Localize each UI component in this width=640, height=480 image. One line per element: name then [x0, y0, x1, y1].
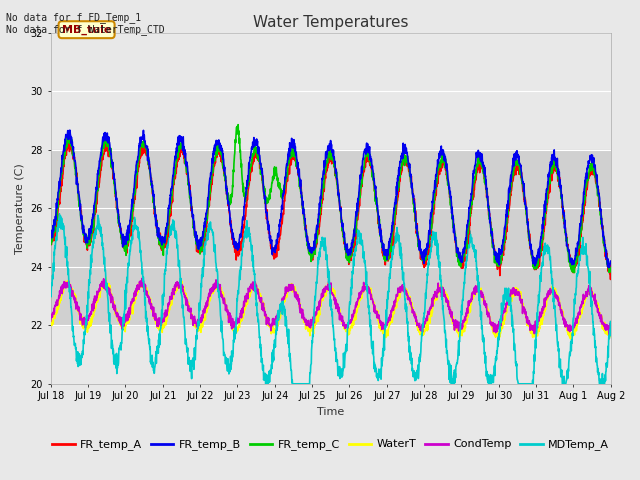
FR_temp_A [47, 241, 54, 247]
FR_temp_C [234, 122, 242, 128]
Line: FR_temp_A: FR_temp_A [51, 141, 611, 279]
MDTemp_A [56, 211, 63, 217]
Y-axis label: Temperature (C): Temperature (C) [15, 163, 25, 253]
WaterT [607, 330, 614, 336]
FR_temp_A [607, 262, 614, 268]
FR_temp_A [591, 173, 598, 179]
FR_temp_B [305, 245, 312, 251]
Line: WaterT: WaterT [51, 277, 611, 340]
FR_temp_A [76, 197, 83, 203]
FR_temp_C [305, 247, 312, 252]
FR_temp_B [47, 236, 54, 241]
CondTemp [488, 322, 496, 327]
FR_temp_A [591, 171, 598, 177]
WaterT [488, 324, 496, 330]
CondTemp [591, 295, 598, 301]
FR_temp_B [591, 164, 598, 170]
Line: FR_temp_C: FR_temp_C [51, 125, 611, 273]
Line: FR_temp_B: FR_temp_B [51, 130, 611, 267]
FR_temp_A [305, 246, 312, 252]
FR_temp_C [47, 235, 54, 241]
WaterT [591, 295, 599, 300]
WaterT [47, 321, 54, 326]
Title: Water Temperatures: Water Temperatures [253, 15, 408, 30]
CondTemp [319, 293, 327, 299]
CondTemp [305, 318, 312, 324]
FR_temp_C [591, 168, 598, 173]
MDTemp_A [488, 372, 496, 378]
MDTemp_A [76, 354, 83, 360]
WaterT [319, 293, 327, 299]
FR_temp_B [488, 229, 496, 235]
Bar [51, 150, 611, 325]
FR_temp_A [319, 186, 327, 192]
FR_temp_C [607, 266, 614, 272]
Line: MDTemp_A: MDTemp_A [51, 214, 611, 384]
CondTemp [607, 323, 614, 329]
WaterT [305, 324, 312, 330]
FR_temp_C [319, 181, 327, 187]
CondTemp [47, 318, 54, 324]
FR_temp_B [66, 127, 74, 133]
MDTemp_A [591, 338, 599, 344]
MDTemp_A [591, 344, 598, 350]
Text: MB_tule: MB_tule [62, 24, 111, 35]
FR_temp_A [607, 276, 614, 282]
CondTemp [591, 291, 598, 297]
FR_temp_B [319, 169, 327, 175]
WaterT [102, 275, 110, 280]
FR_temp_B [591, 162, 598, 168]
FR_temp_C [488, 237, 496, 242]
Line: CondTemp: CondTemp [51, 278, 611, 334]
X-axis label: Time: Time [317, 407, 344, 417]
MDTemp_A [305, 381, 312, 387]
FR_temp_C [76, 204, 83, 209]
WaterT [76, 312, 83, 317]
WaterT [380, 337, 388, 343]
FR_temp_A [140, 138, 148, 144]
MDTemp_A [320, 240, 328, 245]
FR_temp_C [570, 270, 578, 276]
CondTemp [605, 331, 612, 337]
Legend: FR_temp_A, FR_temp_B, FR_temp_C, WaterT, CondTemp, MDTemp_A: FR_temp_A, FR_temp_B, FR_temp_C, WaterT,… [48, 435, 614, 455]
MDTemp_A [607, 325, 614, 331]
FR_temp_A [488, 229, 496, 235]
Text: No data for f FD_Temp_1
No data for f WaterTemp_CTD: No data for f FD_Temp_1 No data for f Wa… [6, 12, 165, 36]
MDTemp_A [262, 381, 269, 387]
MDTemp_A [47, 284, 54, 289]
WaterT [591, 293, 598, 299]
FR_temp_B [605, 264, 612, 270]
CondTemp [76, 308, 83, 313]
FR_temp_B [607, 259, 614, 264]
FR_temp_C [591, 171, 599, 177]
FR_temp_B [76, 196, 83, 202]
CondTemp [138, 276, 146, 281]
